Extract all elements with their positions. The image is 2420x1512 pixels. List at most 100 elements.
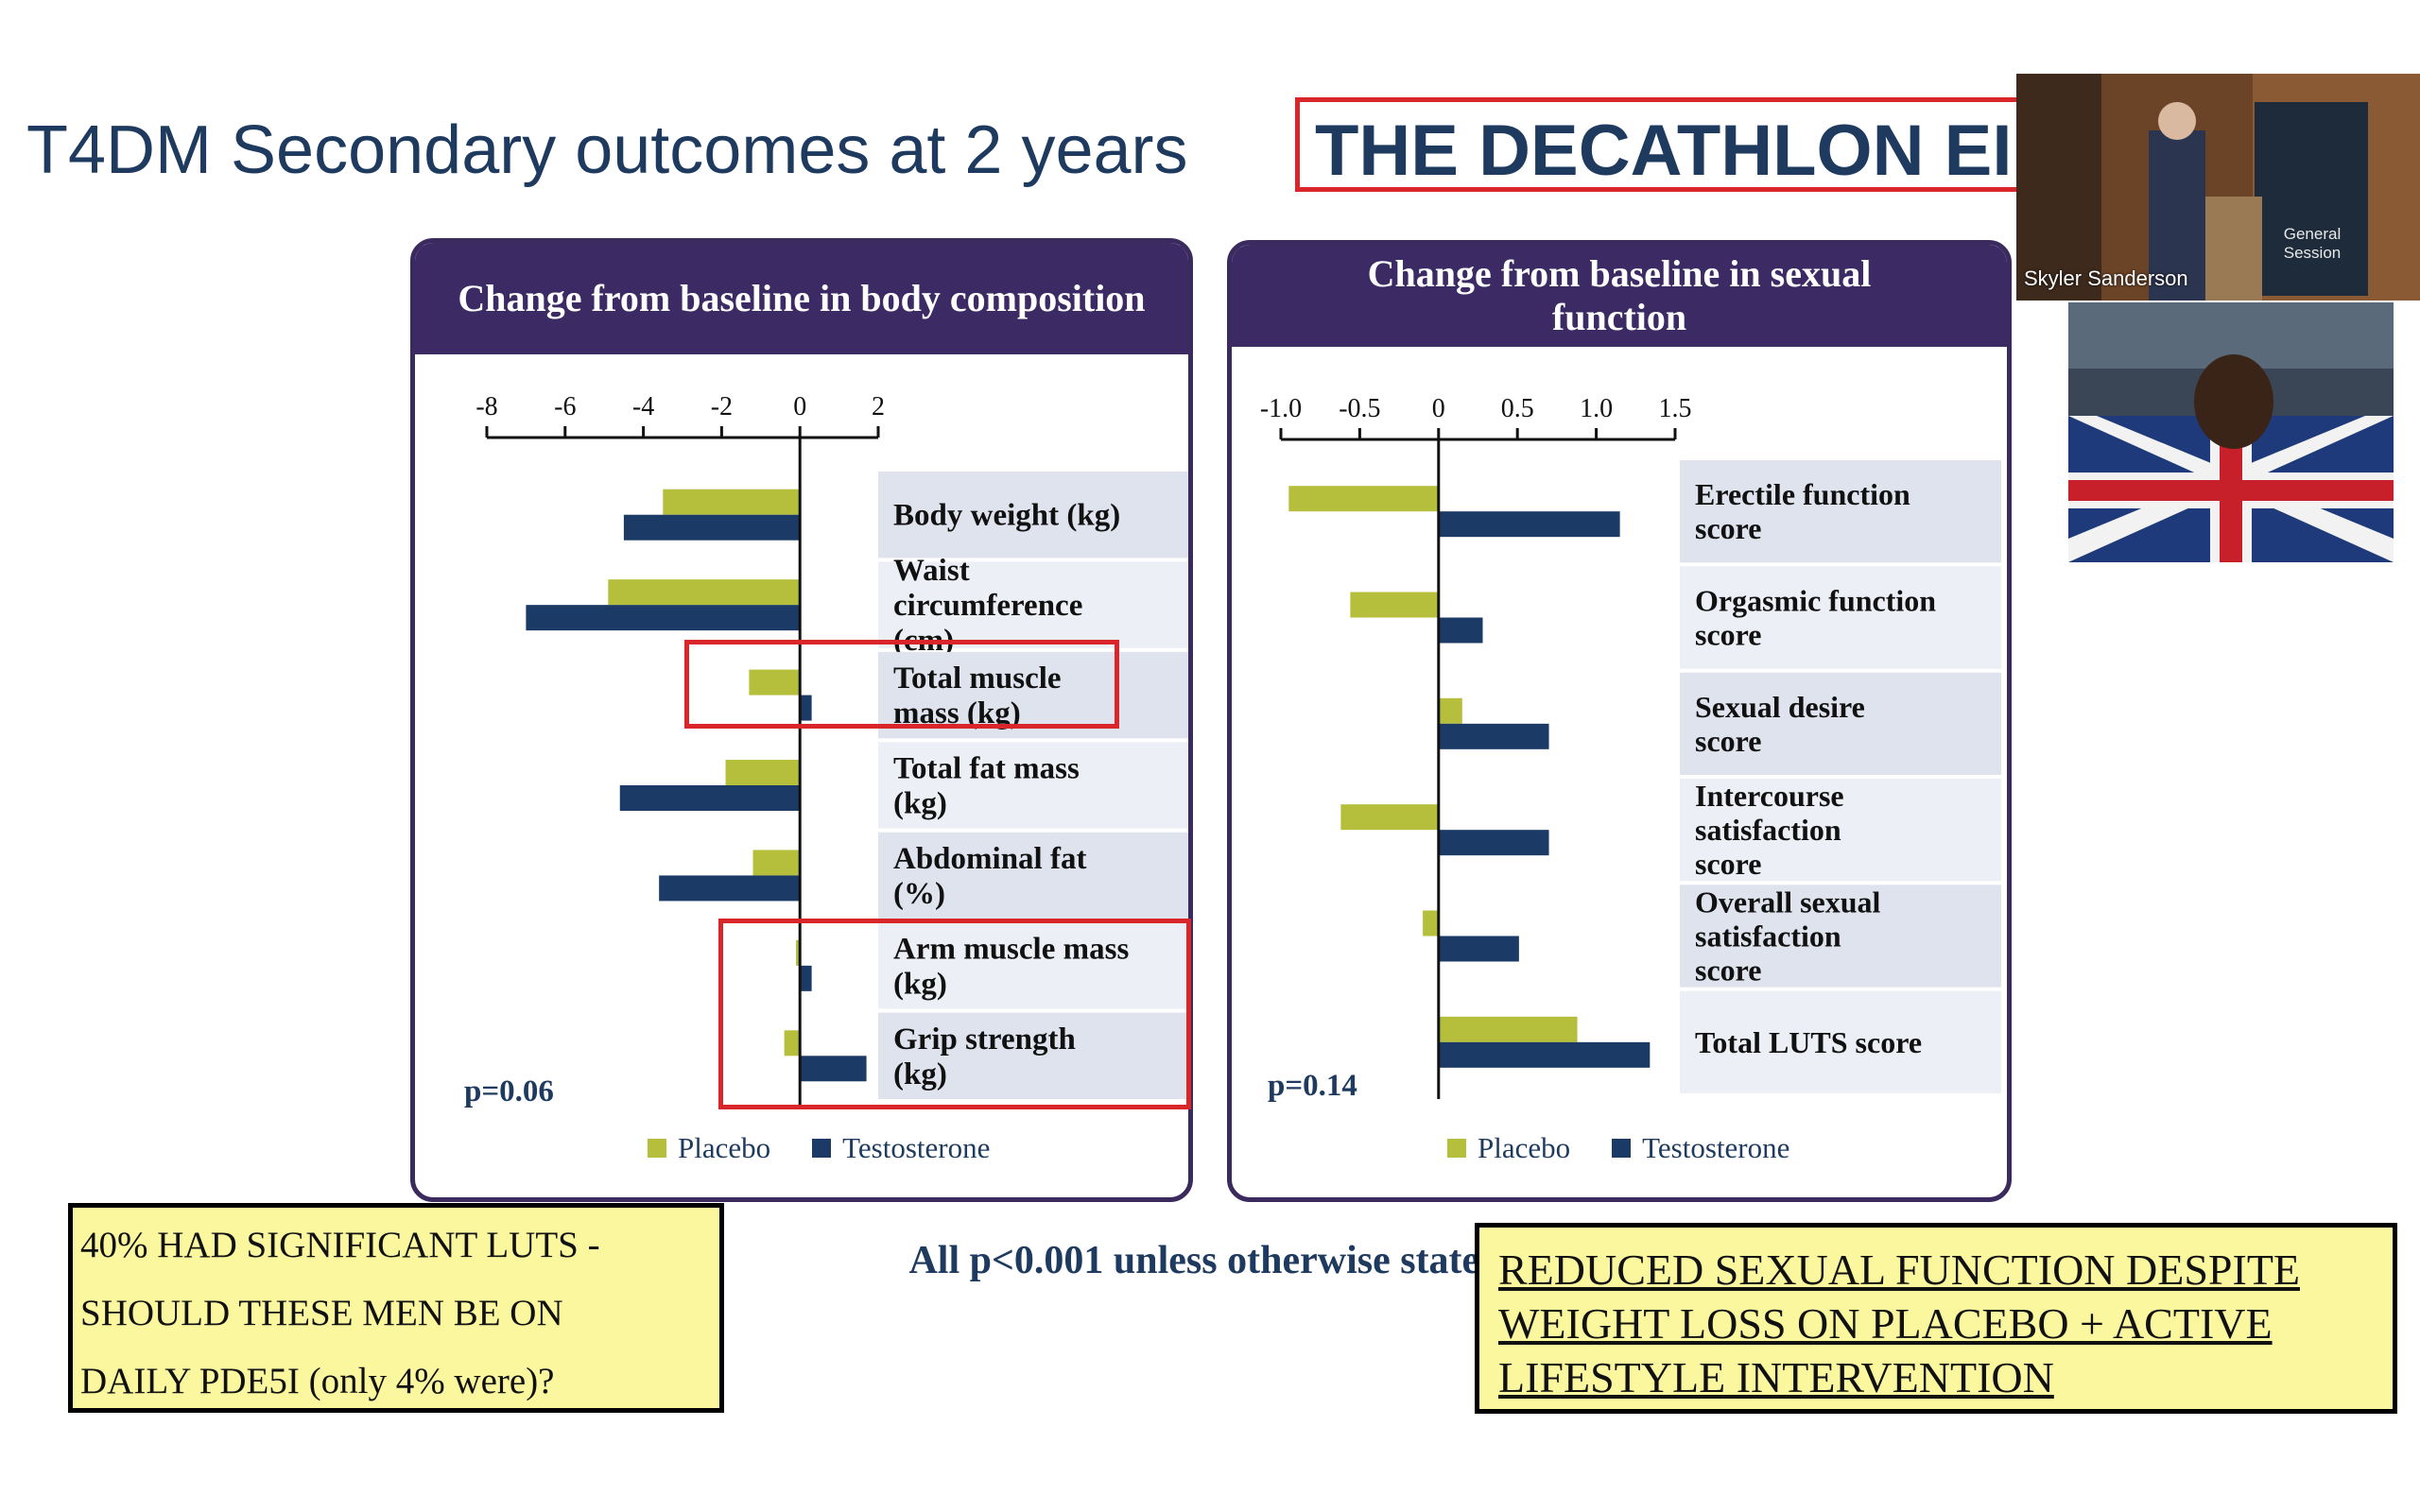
category-label: (kg) [893,967,947,1001]
bar-placebo [784,1030,801,1057]
x-tick-label: 1.0 [1580,394,1613,423]
category-label: satisfaction [1695,919,1841,954]
speaker-name: Skyler Sanderson [2024,266,2188,290]
placebo-swatch [1447,1139,1466,1158]
testosterone-swatch [1612,1139,1632,1158]
sexual-note-line: WEIGHT LOSS ON PLACEBO + ACTIVE [1498,1299,2273,1348]
secondary-video-tile[interactable] [2068,302,2394,562]
bar-placebo [725,760,801,785]
p-value: p=0.14 [1268,1069,1357,1103]
luts-note-line: DAILY PDE5I (only 4% were)? [80,1361,555,1401]
bar-testosterone [623,514,801,541]
category-label-bg [878,742,1188,829]
category-label: (kg) [893,787,947,821]
category-label: Intercourse [1695,779,1844,813]
x-tick-label: -1.0 [1260,394,1302,423]
bar-testosterone [1438,617,1483,644]
sexual-function-panel: Change from baseline in sexual function … [1227,240,2012,1202]
category-label: Total fat mass [893,752,1080,786]
category-label: score [1695,511,1761,545]
category-label: satisfaction [1695,813,1841,847]
category-label: Sexual desire [1695,690,1865,724]
bar-placebo [1340,804,1439,831]
category-label: Orgasmic function [1695,584,1936,618]
category-label: circumference [893,589,1082,623]
category-label-bg [1680,885,2001,988]
speaker-video-image [2016,74,2420,301]
bar-testosterone [526,605,801,631]
category-label: Overall sexual [1695,885,1881,919]
flag-video-image [2068,302,2394,562]
placebo-swatch [648,1139,666,1158]
x-tick-label: 2 [872,392,885,421]
category-label: Erectile function [1695,477,1910,511]
panel-title: Change from baseline in sexual function [1232,245,2007,347]
highlight-total-muscle-mass [684,640,1119,729]
category-label-bg [878,472,1188,558]
category-label: Body weight (kg) [893,499,1120,533]
category-label: score [1695,954,1761,988]
category-label: Abdominal fat [893,842,1086,876]
luts-note-line: SHOULD THESE MEN BE ON [80,1293,563,1333]
bar-testosterone [1438,723,1549,749]
bar-placebo [752,850,801,876]
chart-legend: Placebo Testosterone [1447,1131,1789,1165]
bar-placebo [1438,1016,1578,1042]
category-label-bg [1680,566,2001,669]
bar-testosterone [1438,830,1549,856]
x-tick-label: -4 [632,392,654,421]
category-label: Total LUTS score [1695,1025,1922,1059]
bar-placebo [1423,910,1439,936]
category-label-bg [878,832,1188,919]
luts-note: 40% HAD SIGNIFICANT LUTS - SHOULD THESE … [68,1203,724,1413]
bar-placebo [1350,592,1439,618]
slide-title: T4DM Secondary outcomes at 2 years [26,112,1188,188]
chart-legend: Placebo Testosterone [648,1131,990,1165]
panel-title: Change from baseline in body composition [415,243,1188,354]
bar-testosterone [800,965,812,991]
p-value-footnote: All p<0.001 unless otherwise stated [908,1239,1502,1282]
x-tick-label: 0.5 [1501,394,1534,423]
x-tick-label: 0 [1432,394,1445,423]
category-label: score [1695,847,1761,881]
category-label: score [1695,618,1761,652]
testosterone-swatch [812,1139,832,1158]
bar-testosterone [800,695,812,721]
category-label-bg [1680,990,2001,1093]
sexual-note-line: LIFESTYLE INTERVENTION [1498,1353,2054,1401]
category-label: Arm muscle mass [893,932,1129,966]
legend-testosterone-label: Testosterone [1642,1131,1790,1164]
x-tick-label: -0.5 [1339,394,1380,423]
bar-testosterone [659,875,801,902]
category-label: Grip strength [893,1022,1076,1057]
legend-testosterone-label: Testosterone [842,1131,991,1164]
bar-placebo [663,489,801,515]
bar-testosterone [619,785,801,811]
x-tick-label: -6 [554,392,576,421]
body-composition-chart: -8 -6 -4 -2 0 2 Body weight (kg) Waistcircumfer… [475,392,1188,1105]
category-label: Total muscle [893,662,1062,696]
highlight-arm-grip [718,919,1191,1109]
sexual-function-note: REDUCED SEXUAL FUNCTION DESPITE WEIGHT L… [1475,1223,2397,1414]
luts-note-line: 40% HAD SIGNIFICANT LUTS - [80,1225,600,1265]
bar-testosterone [800,1056,867,1082]
category-label-bg [878,1012,1188,1099]
x-tick-label: -2 [711,392,733,421]
bar-placebo [1288,486,1439,512]
bar-testosterone [1438,1041,1651,1068]
x-tick-label: -8 [475,392,497,421]
bar-placebo [749,669,801,696]
bar-placebo [796,939,801,966]
legend-placebo-label: Placebo [678,1131,771,1164]
category-label-bg [878,922,1188,1009]
decathlon-highlight-box: THE DECATHLON EI [1295,97,2051,192]
category-label: score [1695,724,1761,758]
bar-testosterone [1438,511,1620,538]
body-composition-panel: Change from baseline in body composition… [410,238,1193,1202]
speaker-video-tile[interactable]: General Session Skyler Sanderson [2016,74,2420,301]
bar-placebo [1438,697,1462,724]
sexual-note-line: REDUCED SEXUAL FUNCTION DESPITE [1498,1246,2301,1294]
x-tick-label: 1.5 [1659,394,1692,423]
category-label-bg [1680,779,2001,882]
